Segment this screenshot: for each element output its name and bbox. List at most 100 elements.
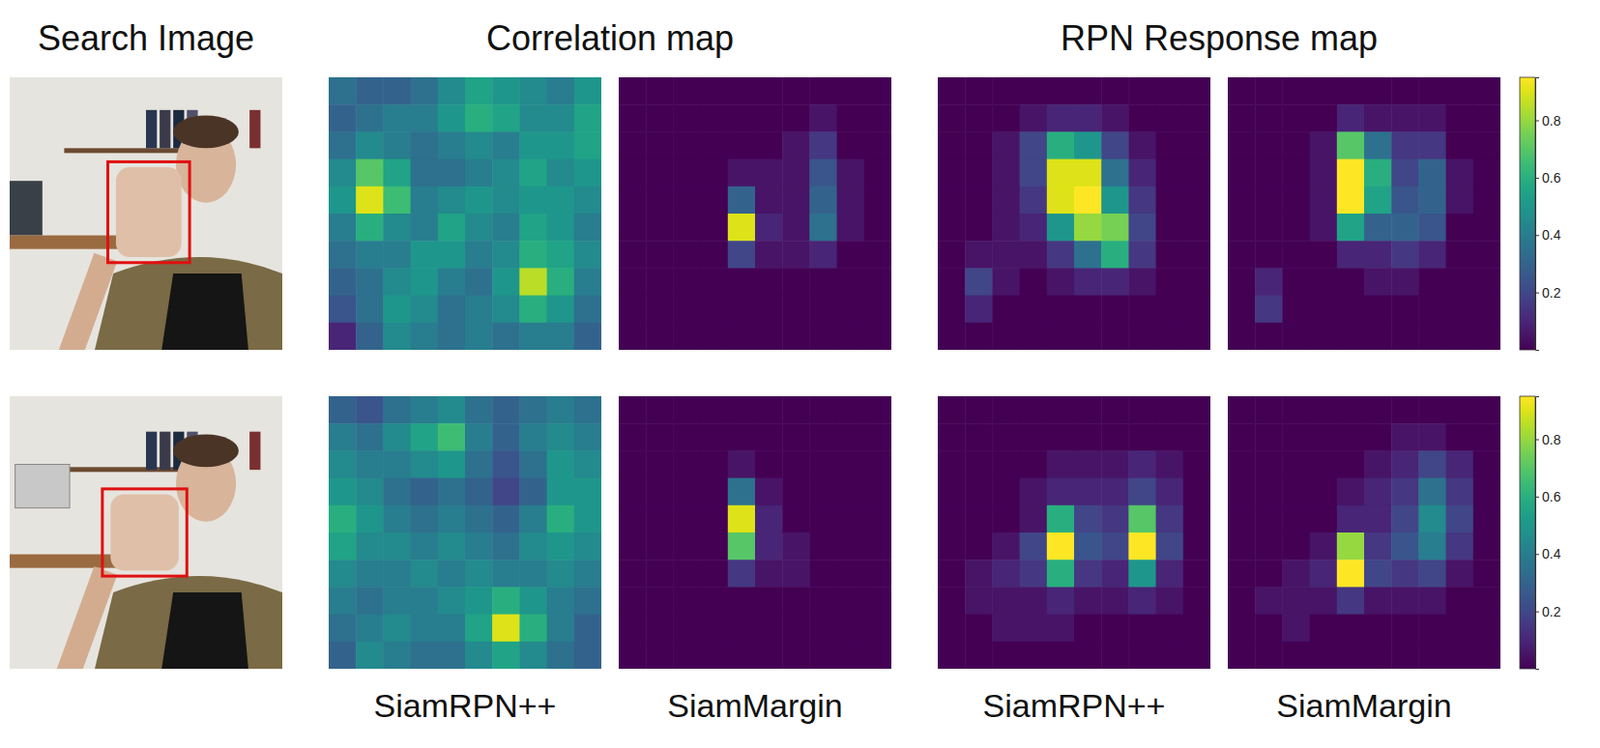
colorbar-tick-label: 0.8: [1541, 432, 1562, 448]
heatmap-cell: [1391, 450, 1420, 479]
heatmap-cell: [1101, 641, 1130, 670]
heatmap-cell: [547, 267, 576, 296]
heatmap-cell: [437, 213, 466, 242]
heatmap-cell: [755, 267, 784, 296]
heatmap-cell: [328, 586, 357, 615]
heatmap-cell: [1446, 614, 1475, 643]
heatmap-cell: [465, 295, 494, 324]
heatmap-cell: [1227, 77, 1256, 106]
heatmap-cell: [437, 396, 466, 425]
heatmap-cell: [1281, 423, 1310, 452]
heatmap-cell: [1101, 478, 1130, 507]
heatmap-cell: [1074, 267, 1103, 296]
heatmap-cell: [574, 478, 602, 507]
heatmap-cell: [700, 532, 729, 561]
heatmap-cell: [547, 104, 576, 133]
heatmap-cell: [1446, 532, 1475, 561]
heatmap-cell: [1418, 478, 1447, 507]
heatmap-cell: [1183, 267, 1211, 296]
heatmap-cell: [547, 396, 576, 425]
heatmap-cell: [1254, 213, 1283, 242]
heatmap-cell: [1281, 159, 1310, 188]
heatmap-cell: [465, 159, 494, 188]
heatmap-cell: [964, 559, 993, 588]
heatmap-cell: [1391, 295, 1420, 324]
colorbar-tick-label: 0.2: [1541, 604, 1562, 620]
colorbar-tick: 0.8: [1535, 432, 1562, 448]
colorbar-tick-mark: [1535, 439, 1540, 441]
heatmap-cell: [755, 131, 784, 160]
heatmap-cell: [1391, 267, 1420, 296]
heatmap-cells: [618, 396, 892, 670]
heatmap-cell: [437, 586, 466, 615]
heatmap-cell: [1183, 505, 1211, 534]
heatmap-cell: [964, 159, 993, 188]
heatmap-cell: [672, 396, 701, 425]
heatmap-cell: [1309, 614, 1339, 643]
heatmap-cell: [437, 532, 466, 561]
heatmap-cell: [1227, 614, 1256, 643]
heatmap-cell: [465, 505, 494, 534]
heatmap-cell: [672, 322, 701, 350]
heatmap-cell: [618, 505, 647, 534]
colorbar-tick-label: 0.4: [1541, 546, 1562, 562]
heatmap-cell: [1019, 614, 1048, 643]
heatmap-cell: [991, 267, 1020, 296]
heatmap-cell: [1156, 641, 1185, 670]
heatmap-cell: [1254, 159, 1283, 188]
heatmap-cell: [964, 77, 993, 106]
heatmap-cell: [1337, 131, 1366, 160]
column-header: Search Image: [37, 18, 255, 59]
binder: [145, 432, 157, 470]
colorbar-tick-label: 0.8: [1541, 113, 1562, 129]
heatmap-cell: [1183, 450, 1211, 479]
heatmap-cell: [1281, 450, 1310, 479]
heatmap-cell: [1128, 77, 1157, 106]
heatmap-cell: [1364, 131, 1393, 160]
heatmap-cell: [1446, 104, 1475, 133]
heatmap-cell: [410, 131, 439, 160]
search-image: [9, 396, 283, 670]
binder: [145, 110, 157, 148]
heatmap-cell: [1019, 396, 1048, 425]
heatmap-cell: [991, 586, 1020, 615]
heatmap-cell: [547, 213, 576, 242]
heatmap-cell: [1227, 532, 1256, 561]
heatmap-cell: [1019, 159, 1048, 188]
heatmap-cell: [1309, 505, 1339, 534]
heatmap-cell: [964, 614, 993, 643]
heatmap-cell: [1156, 450, 1185, 479]
heatmap-cell: [328, 104, 357, 133]
heatmap-cell: [782, 186, 811, 215]
heatmap-cell: [1047, 295, 1076, 324]
heatmap-cell: [727, 450, 757, 479]
heatmap-cell: [1019, 532, 1048, 561]
heatmap-cell: [1473, 186, 1501, 215]
heatmap-cell: [1183, 295, 1211, 324]
heatmap-cell: [618, 77, 647, 106]
heatmap-cell: [700, 77, 729, 106]
heatmap-cell: [809, 559, 838, 588]
heatmap-cell: [645, 159, 674, 188]
heatmap-cell: [1047, 322, 1076, 350]
heatmap-cell: [1418, 586, 1447, 615]
colorbar-tick-mark: [1535, 496, 1540, 498]
heatmap-cell: [700, 322, 729, 350]
heatmap-cell: [465, 131, 494, 160]
heatmap-cell: [672, 478, 701, 507]
heatmap-cell: [937, 450, 966, 479]
heatmap-cell: [645, 104, 674, 133]
heatmap-cell: [991, 450, 1020, 479]
heatmap-cell: [574, 559, 602, 588]
colorbar-tick: 0.8: [1535, 113, 1562, 129]
heatmap-cell: [1309, 186, 1339, 215]
heatmap-cell: [1101, 267, 1130, 296]
heatmap-cell: [410, 159, 439, 188]
heatmap-cell: [727, 267, 757, 296]
heatmap-cell: [1281, 614, 1310, 643]
heatmap-cell: [1128, 586, 1157, 615]
heatmap-cell: [991, 159, 1020, 188]
heatmap-cell: [1418, 213, 1447, 242]
heatmap-cell: [645, 186, 674, 215]
heatmap-cell: [382, 396, 411, 425]
